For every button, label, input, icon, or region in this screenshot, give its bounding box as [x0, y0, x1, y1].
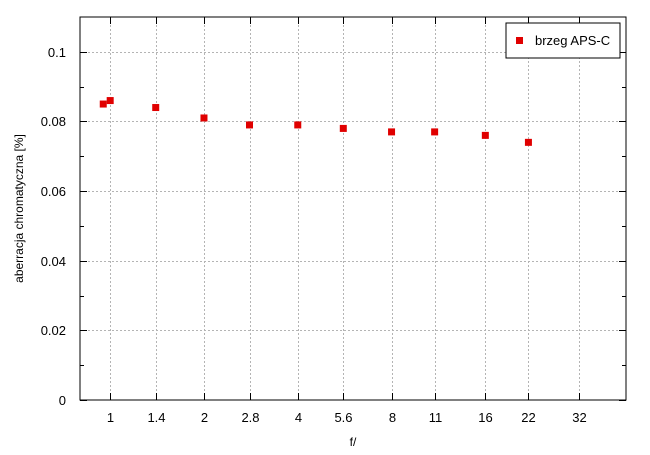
y-tick-label: 0.1 — [48, 45, 66, 60]
data-point — [388, 128, 396, 136]
legend-label: brzeg APS-C — [535, 33, 610, 48]
x-tick-label: 4 — [295, 410, 302, 425]
x-tick-label: 11 — [429, 410, 443, 425]
plot-area-border — [79, 16, 627, 401]
y-tick-label: 0.08 — [41, 114, 66, 129]
x-tick-label: 1 — [107, 410, 114, 425]
data-point — [339, 124, 347, 132]
data-point — [481, 131, 489, 139]
legend-box — [505, 22, 621, 59]
y-tick-label: 0 — [59, 393, 66, 408]
x-tick-label: 5.6 — [334, 410, 352, 425]
x-tick-label: 1.4 — [147, 410, 165, 425]
gridlines — [80, 17, 626, 400]
data-point — [294, 121, 302, 129]
x-tick-label: 2 — [201, 410, 208, 425]
x-tick-label: 16 — [478, 410, 492, 425]
x-tick-label: 32 — [572, 410, 586, 425]
data-point — [246, 121, 254, 129]
x-tick-label: 2.8 — [241, 410, 259, 425]
data-point — [200, 114, 208, 122]
x-tick-labels: 1 1.4 2 2.8 4 5.6 8 11 16 22 32 — [107, 410, 587, 425]
legend: brzeg APS-C — [505, 22, 621, 59]
y-tick-labels: 0 0.02 0.04 0.06 0.08 0.1 — [41, 45, 66, 408]
x-tick-label: 22 — [521, 410, 535, 425]
minor-ticks — [80, 87, 626, 366]
data-point — [431, 128, 439, 136]
data-point — [524, 138, 532, 146]
y-tick-label: 0.04 — [41, 254, 66, 269]
legend-marker — [516, 37, 523, 44]
data-points — [99, 97, 532, 146]
data-point — [106, 97, 114, 105]
x-axis-title: f/ — [350, 435, 357, 449]
x-tick-label: 8 — [389, 410, 396, 425]
data-point — [152, 104, 160, 112]
y-tick-label: 0.06 — [41, 184, 66, 199]
major-ticks — [80, 17, 626, 401]
y-axis-title: aberracja chromatyczna [%] — [12, 134, 26, 283]
y-tick-label: 0.02 — [41, 323, 66, 338]
data-point — [99, 100, 107, 108]
